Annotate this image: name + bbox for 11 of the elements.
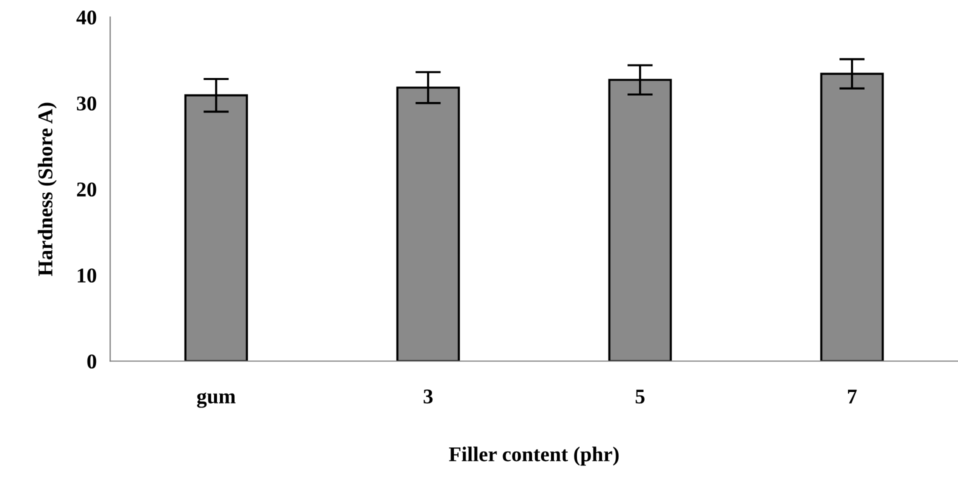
y-tick-label: 10: [78, 268, 96, 283]
x-axis-title: Filler content (phr): [448, 446, 619, 466]
x-tick-label: 7: [848, 390, 857, 404]
x-tick-label: 5: [636, 390, 645, 404]
y-tick-label: 30: [76, 96, 96, 111]
y-axis-title: Hardness (Shore A): [38, 102, 57, 276]
y-tick-label: 0: [87, 354, 96, 369]
y-tick-label: 20: [77, 182, 96, 197]
x-tick-label: gum: [197, 392, 236, 408]
y-tick-label: 40: [76, 10, 96, 25]
x-tick-label: 3: [424, 390, 433, 404]
